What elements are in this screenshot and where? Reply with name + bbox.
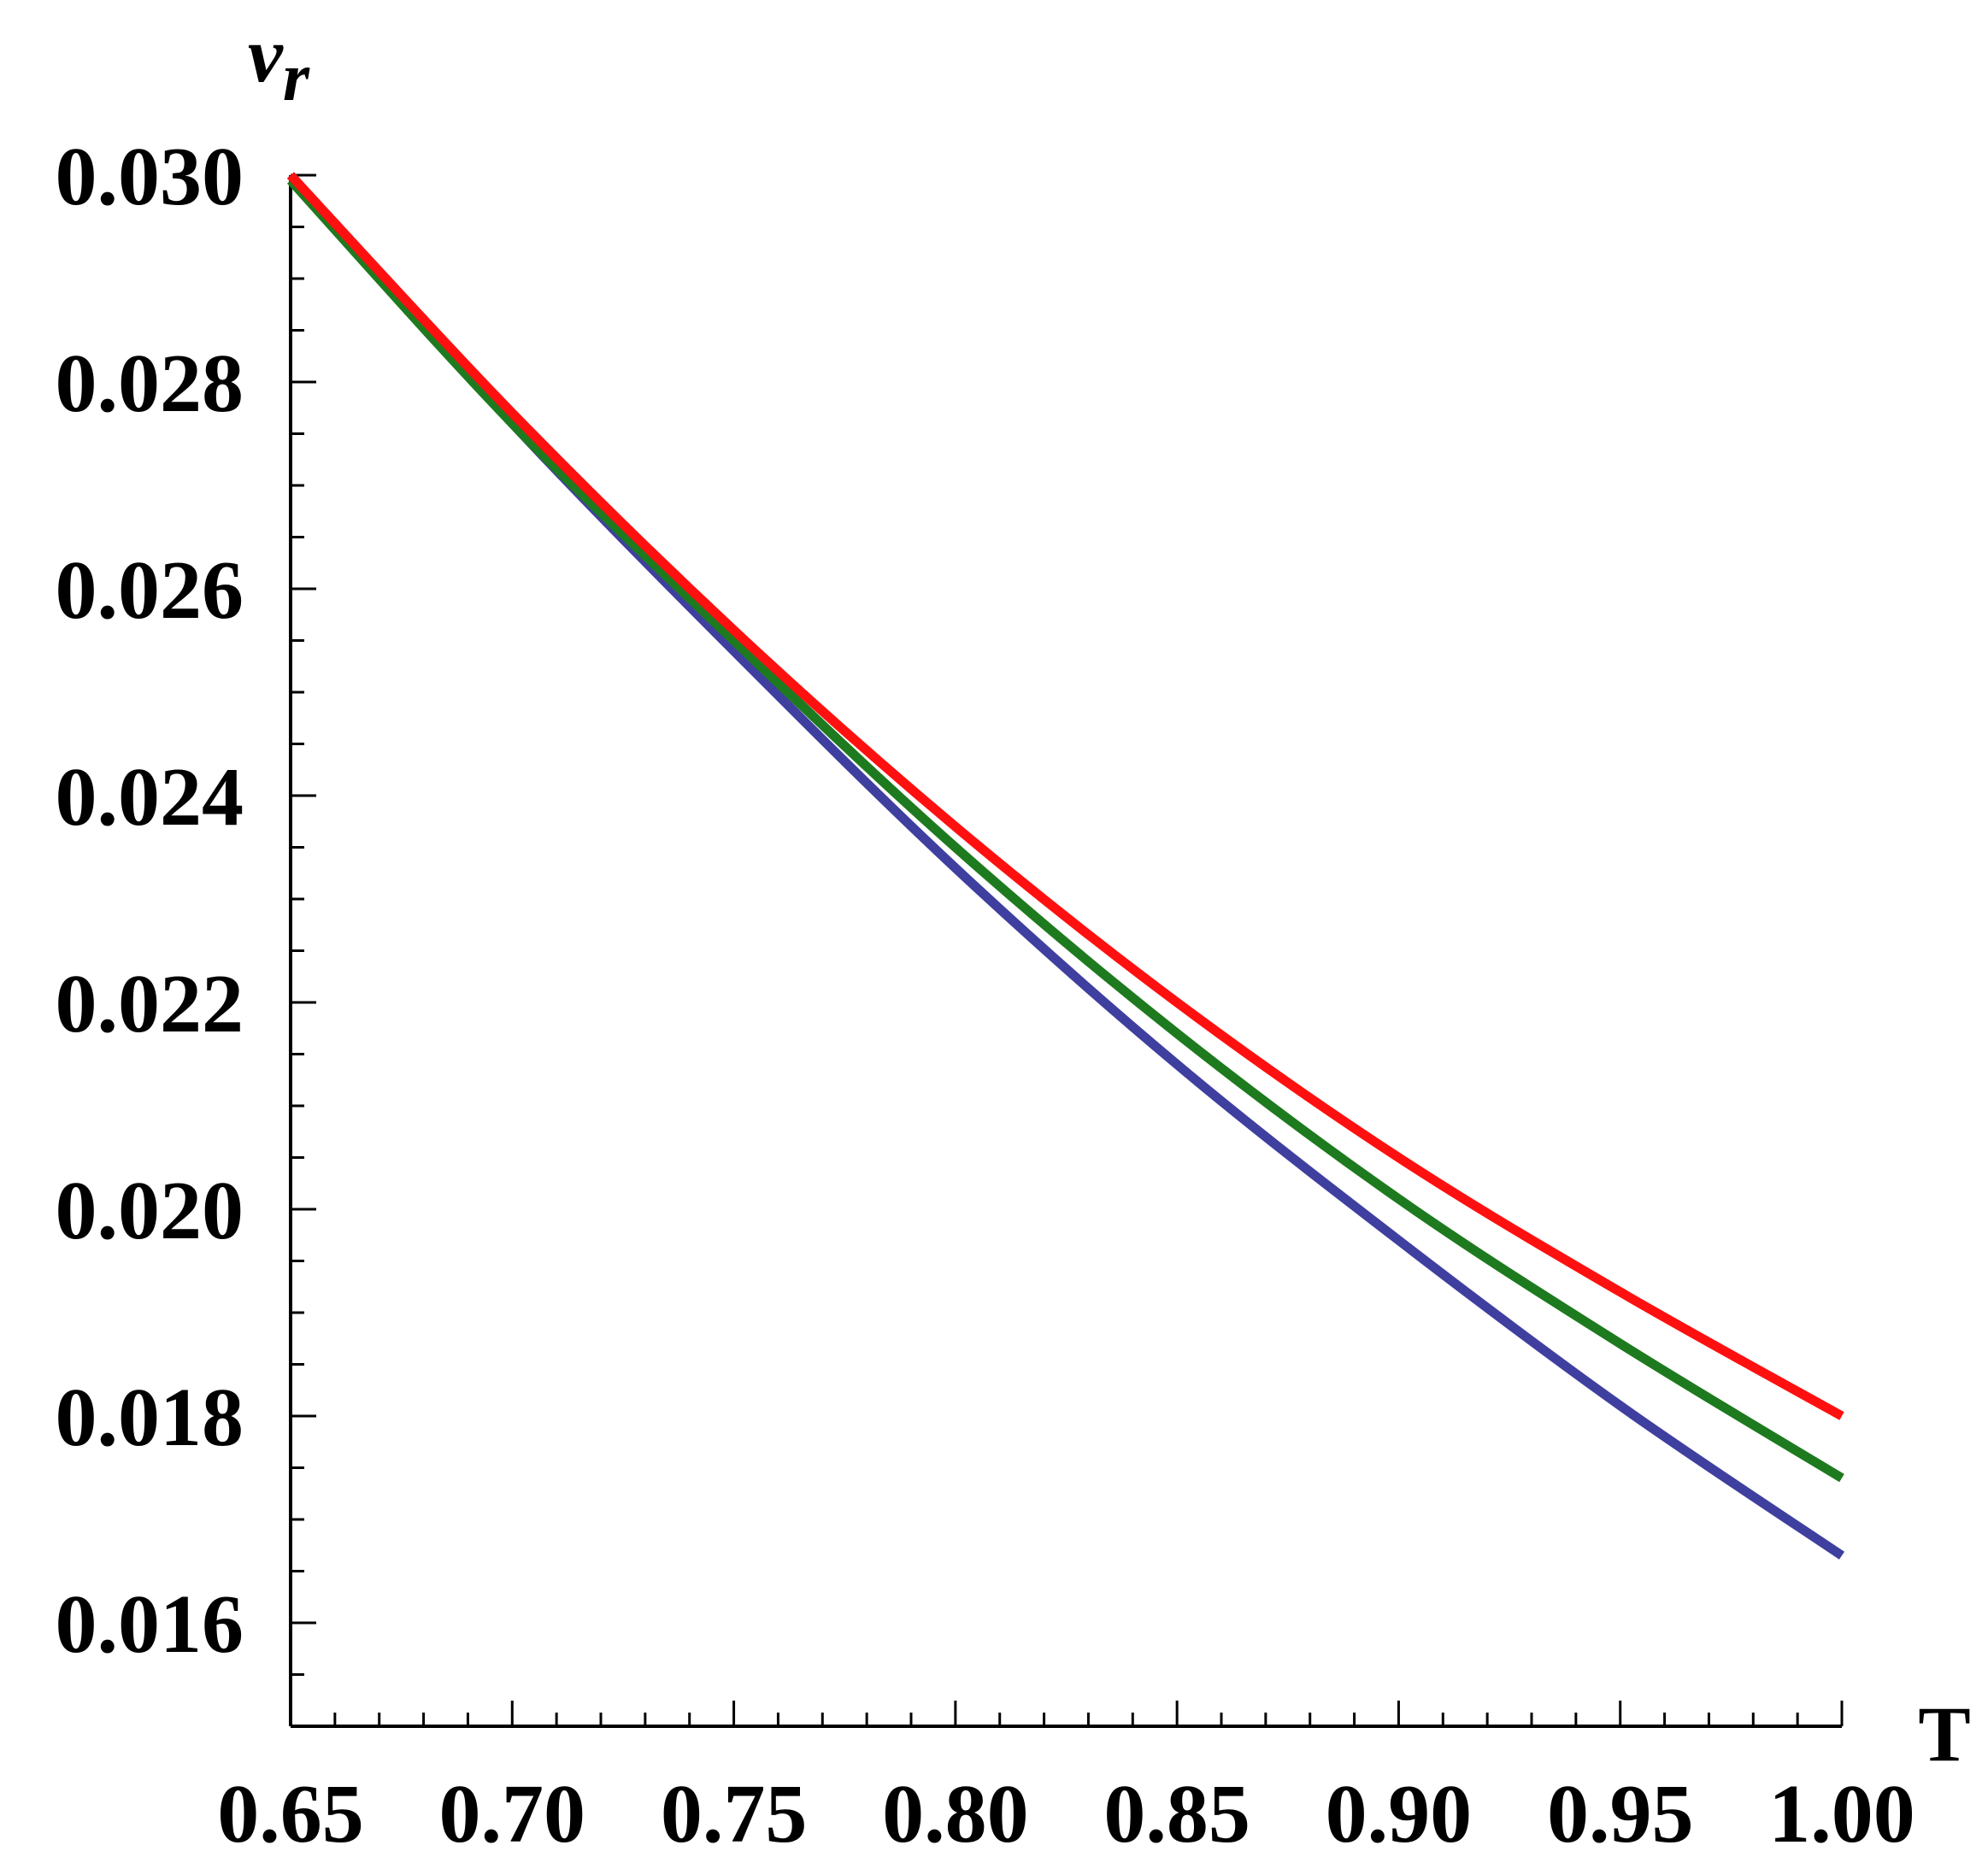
x-tick-label: 0.65: [217, 1768, 364, 1853]
x-tick-label: 0.90: [1326, 1768, 1473, 1853]
y-axis-title: vr: [248, 11, 310, 115]
y-axis-title-main: v: [248, 11, 284, 98]
y-tick-label: 0.022: [56, 958, 244, 1050]
y-tick-label: 0.020: [56, 1165, 244, 1257]
y-tick-label: 0.024: [56, 751, 244, 843]
x-tick-label: 0.80: [882, 1768, 1029, 1853]
x-tick-label: 1.00: [1768, 1768, 1915, 1853]
series: [286, 172, 1845, 1560]
y-tick-label: 0.026: [56, 544, 244, 637]
x-tick-label: 0.85: [1103, 1768, 1250, 1853]
y-tick-label: 0.018: [56, 1372, 244, 1464]
series-line-1: [286, 172, 1845, 1560]
x-axis-title: T: [1918, 1690, 1970, 1778]
tick-labels: 0.65 0.70 0.75 0.80 0.85 0.90 0.95 1.00 0.016 0.0…: [56, 131, 1915, 1857]
x-tick-label: 0.95: [1547, 1768, 1694, 1853]
x-tick-label: 0.75: [661, 1768, 808, 1853]
axes: [289, 175, 1842, 1728]
y-tick-label: 0.028: [56, 338, 244, 430]
y-axis-title-sub: r: [283, 40, 310, 115]
ticks: [289, 173, 1844, 1728]
y-tick-label: 0.016: [56, 1578, 244, 1671]
series-line-2: [286, 177, 1844, 1483]
x-tick-label: 0.70: [439, 1768, 586, 1853]
y-tick-label: 0.030: [56, 131, 244, 223]
series-line-3: [286, 172, 1844, 1420]
